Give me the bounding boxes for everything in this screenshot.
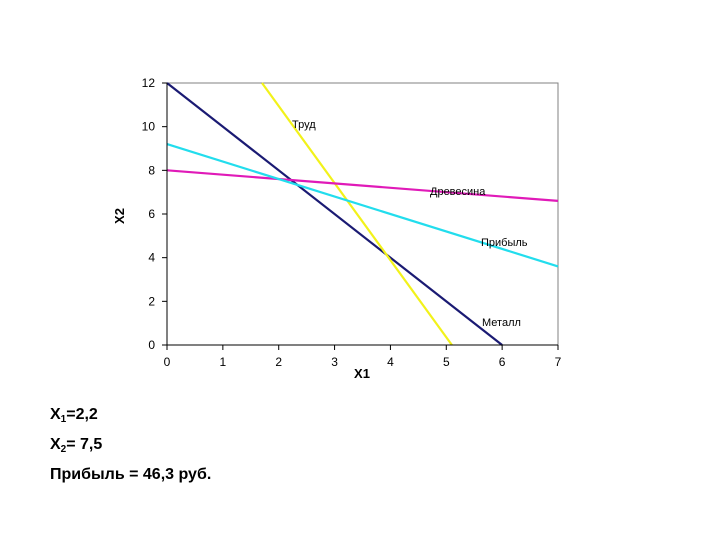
- y-tick-label-2: 4: [148, 251, 155, 265]
- series-line-1: [261, 82, 453, 346]
- y-axis-title: X2: [112, 208, 127, 224]
- result-x1-sub: 1: [60, 414, 67, 425]
- series-line-0: [166, 82, 503, 346]
- result-x1: X1=2,2: [50, 400, 211, 430]
- labels-layer: Металл Труд Древесина Прибыль: [292, 119, 528, 329]
- y-tick-label-5: 10: [142, 120, 156, 134]
- x-axis-title: X1: [354, 366, 370, 381]
- series-label-0: Металл: [482, 317, 521, 329]
- x-tick-label-6: 6: [499, 355, 506, 369]
- series-layer: [166, 82, 559, 346]
- y-tick-label-4: 8: [148, 163, 155, 177]
- x-tick-label-2: 2: [275, 355, 282, 369]
- x-tick-label-3: 3: [331, 355, 338, 369]
- series-label-2: Древесина: [430, 186, 486, 198]
- result-x2-var: X: [50, 436, 61, 453]
- y-tick-label-6: 12: [142, 76, 156, 90]
- series-label-1: Труд: [292, 119, 316, 131]
- series-label-3: Прибыль: [481, 237, 528, 249]
- x-tick-label-4: 4: [387, 355, 394, 369]
- result-x2-sub: 2: [60, 444, 67, 455]
- x-tick-label-7: 7: [555, 355, 562, 369]
- result-x1-var: X: [50, 406, 61, 423]
- x-tick-label-1: 1: [220, 355, 227, 369]
- results-block: X1=2,2 X2= 7,5 Прибыль = 46,3 руб.: [50, 400, 211, 490]
- result-x2: X2= 7,5: [50, 430, 211, 460]
- y-tick-label-0: 0: [148, 338, 155, 352]
- result-x1-value: =2,2: [66, 406, 98, 423]
- result-profit: Прибыль = 46,3 руб.: [50, 466, 212, 483]
- x-tick-label-0: 0: [164, 355, 171, 369]
- x-tick-label-5: 5: [443, 355, 450, 369]
- series-line-3: [166, 143, 559, 268]
- y-tick-label-3: 6: [148, 207, 155, 221]
- series-line-2: [166, 169, 559, 202]
- plot-area: [166, 82, 559, 346]
- y-tick-label-1: 2: [148, 294, 155, 308]
- result-x2-value: = 7,5: [66, 436, 103, 453]
